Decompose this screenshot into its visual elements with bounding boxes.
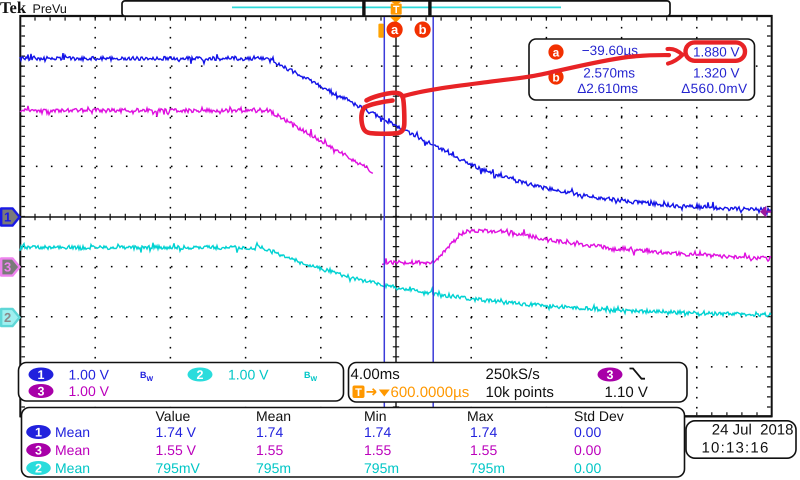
svg-text:795mV: 795mV — [156, 460, 201, 476]
svg-text:b: b — [419, 22, 427, 37]
svg-text:1.55 V: 1.55 V — [156, 442, 197, 458]
svg-text:4.00ms: 4.00ms — [351, 366, 400, 383]
svg-text:3: 3 — [35, 443, 42, 457]
svg-text:1: 1 — [35, 425, 42, 439]
svg-text:2: 2 — [35, 461, 42, 475]
svg-text:2: 2 — [4, 310, 11, 325]
svg-text:1.74: 1.74 — [364, 424, 391, 440]
svg-text:Mean: Mean — [55, 460, 90, 476]
svg-text:−39.60µs: −39.60µs — [582, 43, 638, 58]
svg-text:Mean: Mean — [256, 408, 291, 424]
svg-text:3: 3 — [607, 368, 614, 382]
svg-text:0.00: 0.00 — [574, 442, 601, 458]
svg-text:1.74: 1.74 — [256, 424, 283, 440]
svg-text:24 Jul 2018: 24 Jul 2018 — [712, 421, 794, 438]
svg-text:1.00 V: 1.00 V — [228, 367, 269, 383]
svg-text:Mean: Mean — [55, 424, 90, 440]
svg-text:Tek: Tek — [0, 0, 27, 17]
svg-text:b: b — [552, 70, 559, 84]
svg-text:Δ560.0mV: Δ560.0mV — [681, 81, 747, 96]
svg-text:Mean: Mean — [55, 442, 90, 458]
svg-text:1: 1 — [38, 368, 45, 382]
svg-text:795m: 795m — [256, 460, 291, 476]
svg-text:Min: Min — [364, 408, 387, 424]
svg-text:600.0000µs: 600.0000µs — [391, 384, 470, 401]
svg-text:1.10 V: 1.10 V — [605, 384, 648, 401]
svg-text:3: 3 — [4, 260, 11, 275]
svg-text:B: B — [140, 370, 147, 380]
svg-text:Max: Max — [467, 408, 493, 424]
svg-text:1.55: 1.55 — [364, 442, 391, 458]
svg-text:W: W — [147, 376, 154, 383]
svg-text:795m: 795m — [364, 460, 399, 476]
svg-text:1.00 V: 1.00 V — [69, 383, 110, 399]
svg-text:PreVu: PreVu — [33, 2, 67, 16]
svg-text:1.320 V: 1.320 V — [693, 65, 740, 80]
svg-text:1.74: 1.74 — [470, 424, 497, 440]
svg-text:10:13:16: 10:13:16 — [702, 439, 770, 456]
svg-text:B: B — [304, 370, 311, 380]
svg-text:10k points: 10k points — [486, 384, 554, 401]
svg-text:250kS/s: 250kS/s — [486, 366, 540, 383]
svg-text:795m: 795m — [470, 460, 505, 476]
svg-text:1.55: 1.55 — [256, 442, 283, 458]
svg-text:1: 1 — [4, 210, 11, 225]
svg-text:a: a — [391, 22, 399, 37]
svg-text:1.55: 1.55 — [470, 442, 497, 458]
svg-text:Value: Value — [156, 408, 191, 424]
svg-text:W: W — [311, 376, 318, 383]
svg-text:1.74 V: 1.74 V — [156, 424, 197, 440]
svg-text:2: 2 — [197, 368, 204, 382]
svg-text:a: a — [553, 45, 560, 59]
svg-text:0.00: 0.00 — [574, 460, 601, 476]
svg-text:0.00: 0.00 — [574, 424, 601, 440]
svg-text:T: T — [393, 4, 400, 16]
svg-text:1.00 V: 1.00 V — [69, 367, 110, 383]
svg-text:Δ2.610ms: Δ2.610ms — [577, 81, 638, 96]
svg-text:2.570ms: 2.570ms — [583, 65, 635, 80]
svg-text:T: T — [355, 387, 362, 399]
svg-text:3: 3 — [38, 384, 45, 398]
svg-text:Std Dev: Std Dev — [574, 408, 624, 424]
svg-text:1.880 V: 1.880 V — [693, 45, 740, 60]
